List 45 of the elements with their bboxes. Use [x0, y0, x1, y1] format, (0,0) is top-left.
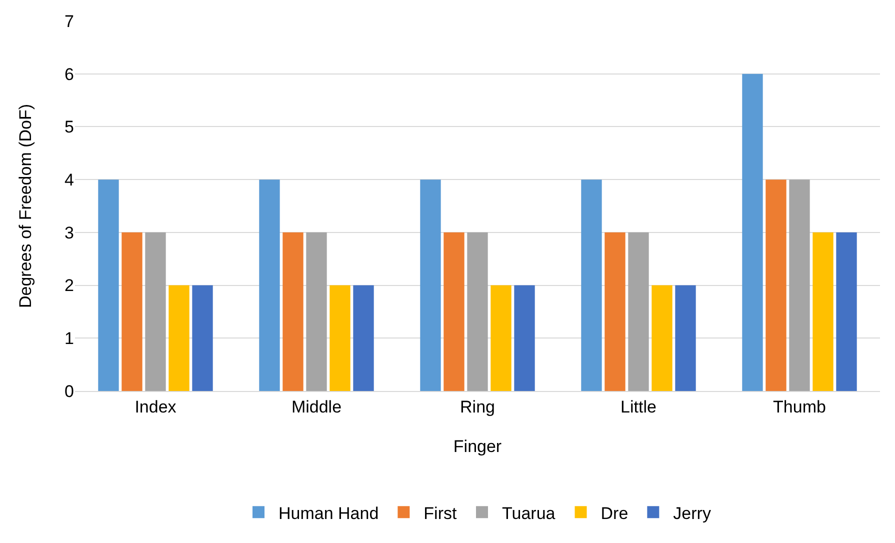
x-axis-title: Finger	[453, 437, 502, 456]
bar	[353, 285, 374, 391]
bar	[628, 232, 649, 391]
bar	[330, 285, 350, 391]
x-tick-label: Ring	[460, 397, 495, 416]
x-tick-label: Middle	[291, 397, 342, 416]
bar	[836, 232, 857, 391]
bar	[98, 180, 119, 391]
legend-label: Jerry	[673, 504, 712, 523]
y-tick-label: 4	[64, 170, 74, 190]
bar	[168, 285, 190, 391]
bar	[514, 285, 535, 391]
x-tick-label: Thumb	[773, 397, 826, 416]
bar	[581, 180, 602, 391]
legend-label: Dre	[600, 504, 628, 523]
bar	[604, 232, 626, 391]
x-tick-label: Little	[620, 397, 656, 416]
bar	[122, 232, 142, 391]
bar	[420, 180, 441, 391]
bar	[789, 180, 810, 391]
legend-label: Human Hand	[278, 504, 379, 523]
bar	[675, 285, 696, 391]
bar	[490, 285, 512, 391]
legend-label: First	[424, 504, 457, 523]
bar	[145, 232, 166, 391]
y-tick-label: 0	[64, 382, 74, 401]
y-tick-label: 2	[64, 276, 74, 296]
bar	[259, 180, 280, 391]
bar	[766, 180, 786, 391]
bar	[444, 232, 464, 391]
bar	[192, 285, 213, 391]
y-tick-label: 5	[64, 118, 74, 137]
bar	[282, 232, 304, 391]
x-tick-label: Index	[134, 397, 177, 416]
bar	[652, 285, 672, 391]
y-tick-label: 7	[64, 12, 74, 31]
bar	[742, 74, 763, 391]
bar	[812, 232, 834, 391]
legend-label: Tuarua	[502, 504, 556, 523]
y-tick-label: 6	[64, 64, 74, 84]
y-tick-label: 3	[64, 223, 74, 242]
bar	[467, 232, 488, 391]
y-tick-label: 1	[64, 329, 74, 348]
bar	[306, 232, 327, 391]
y-axis-title: Degrees of Freedom (DoF)	[16, 104, 35, 308]
